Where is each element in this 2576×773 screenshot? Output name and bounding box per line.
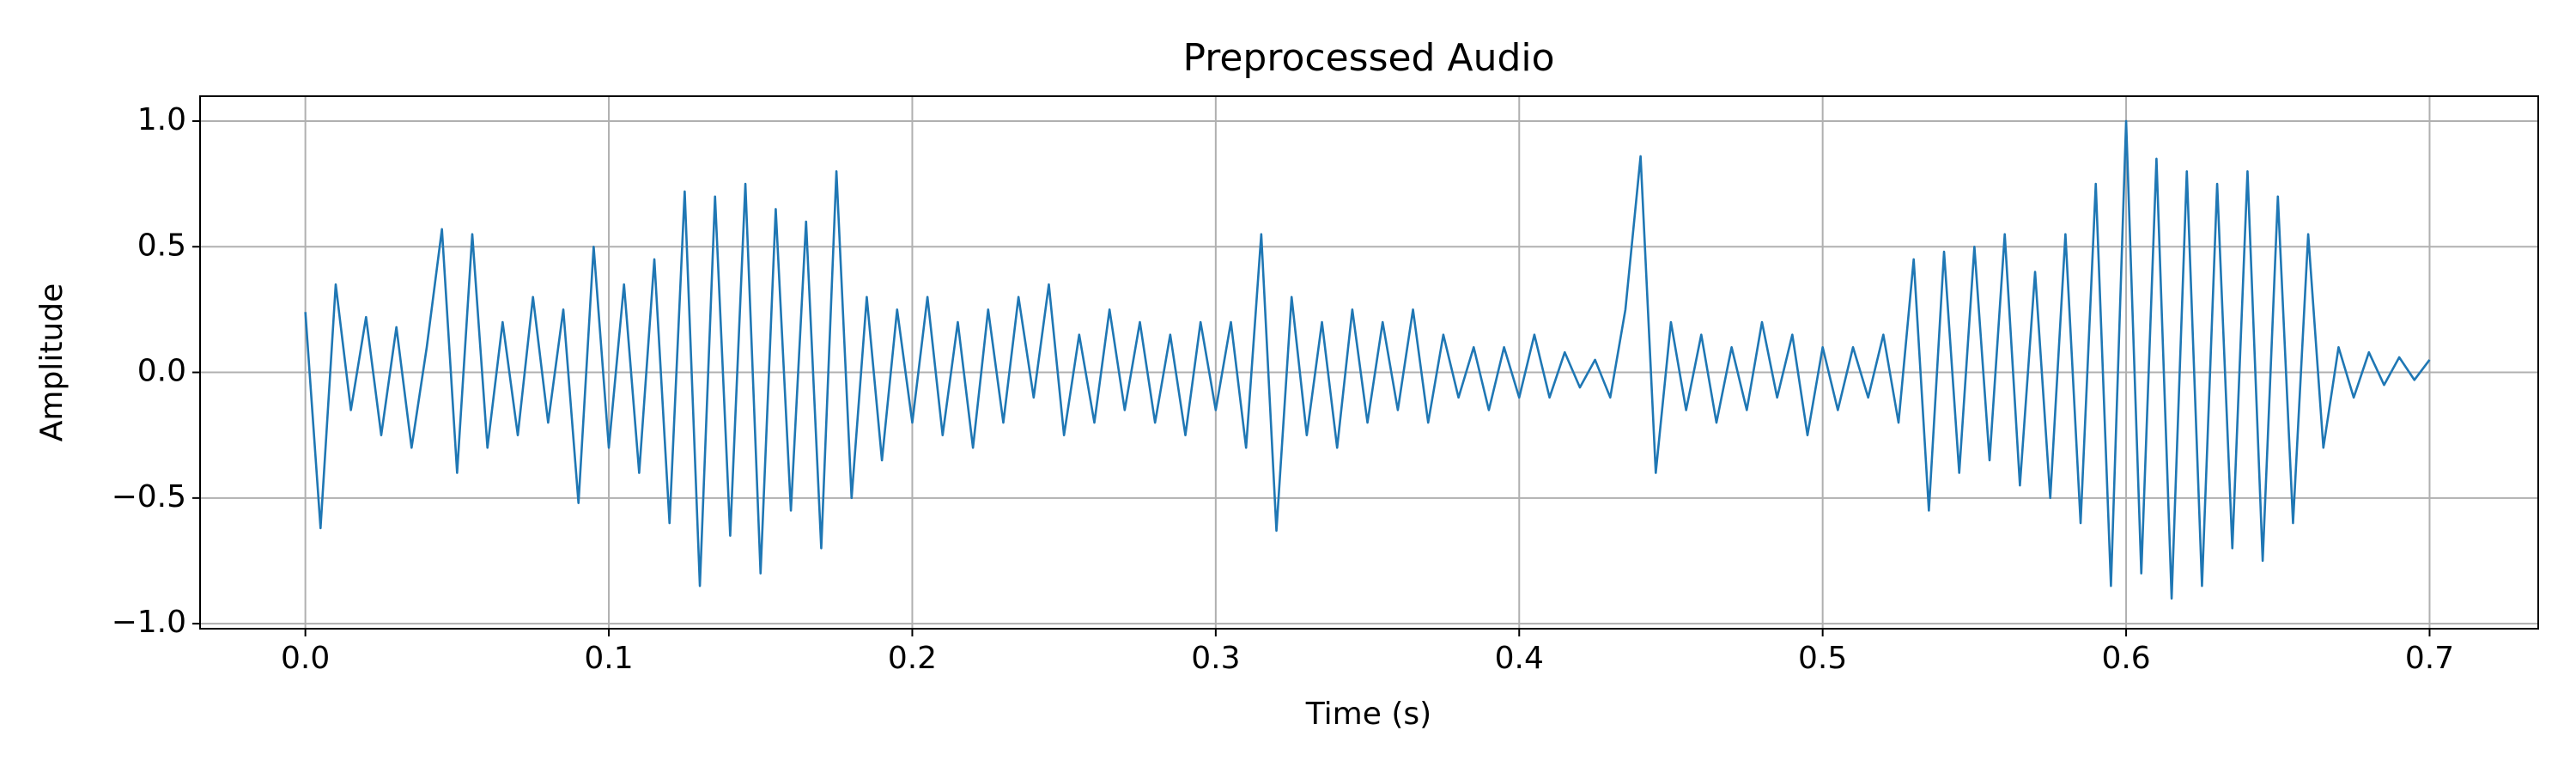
x-tick-label: 0.7 <box>2405 641 2454 676</box>
x-tick-label: 0.1 <box>584 641 633 676</box>
y-tick-label: −0.5 <box>112 479 186 514</box>
x-tick-label: 0.6 <box>2101 641 2150 676</box>
x-tick-label: 0.2 <box>888 641 937 676</box>
x-tick-label: 0.4 <box>1495 641 1544 676</box>
chart-title: Preprocessed Audio <box>1182 36 1554 80</box>
y-tick-label: 0.0 <box>137 354 186 389</box>
waveform-line <box>304 119 2431 600</box>
y-axis-label: Amplitude <box>34 283 70 441</box>
y-tick-label: −1.0 <box>112 605 186 640</box>
x-axis-label: Time (s) <box>1305 697 1431 732</box>
x-tick-label: 0.0 <box>281 641 330 676</box>
y-tick-label: 0.5 <box>137 228 186 263</box>
x-tick-label: 0.5 <box>1798 641 1847 676</box>
plot-frame <box>199 95 2539 630</box>
x-tick-label: 0.3 <box>1191 641 1240 676</box>
y-tick-label: 1.0 <box>137 102 186 137</box>
